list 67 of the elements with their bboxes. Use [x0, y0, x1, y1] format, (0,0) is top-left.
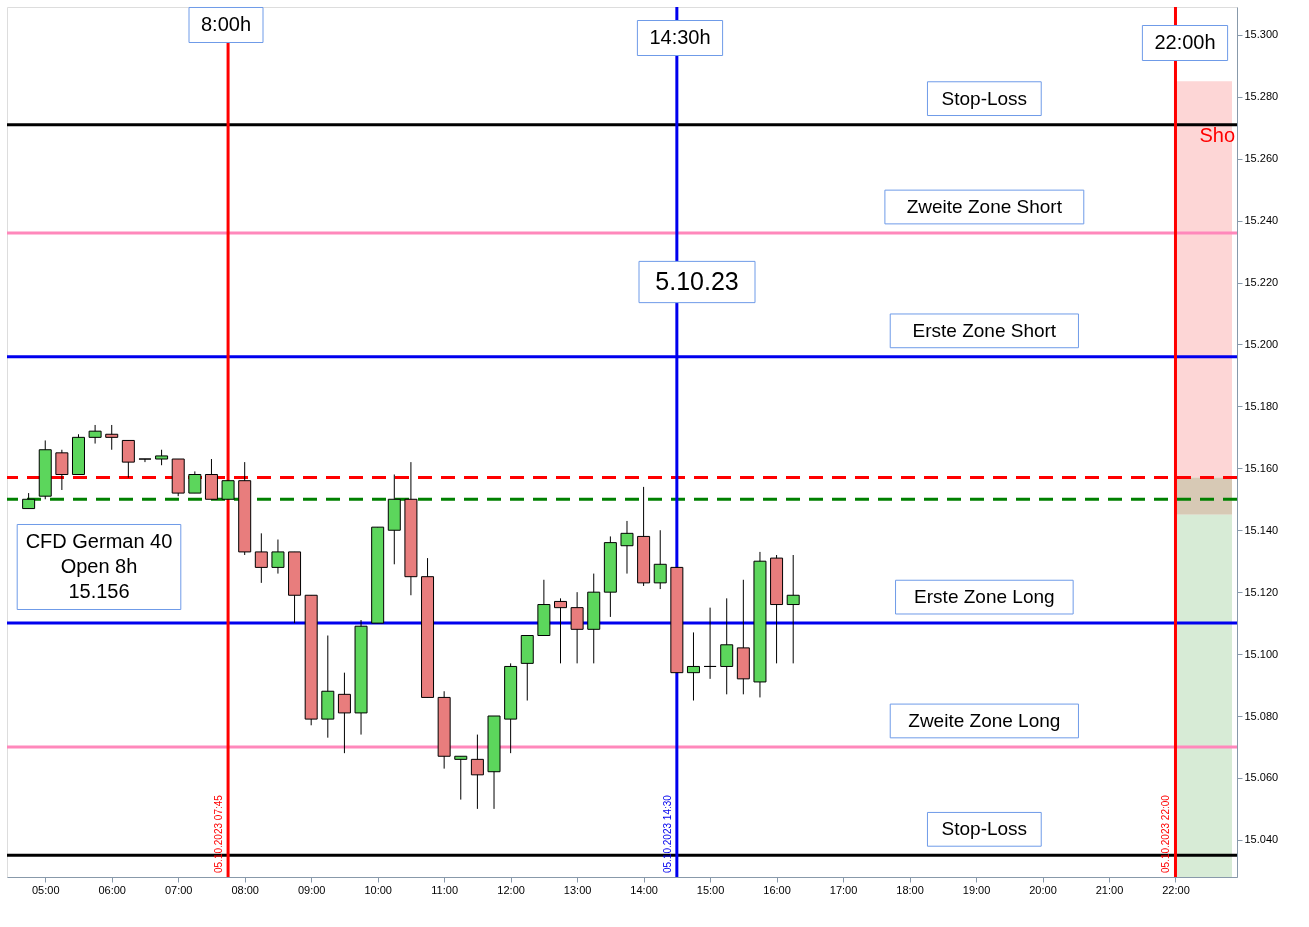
y-tick-label: 15.220 — [1244, 276, 1279, 289]
annotation: 5.10.23 — [655, 267, 739, 295]
ref-line-label: 05.10.2023 07:45 — [213, 794, 225, 873]
x-tick-label: 10:00 — [364, 883, 392, 896]
y-tick-label: 15.260 — [1244, 152, 1279, 165]
annotation: 14:30h — [649, 26, 711, 48]
y-tick-label: 15.200 — [1244, 337, 1279, 350]
y-tick-label: 15.080 — [1244, 709, 1279, 722]
x-tick-label: 17:00 — [829, 883, 858, 896]
x-tick-label: 22:00 — [1162, 883, 1190, 896]
x-tick-label: 21:00 — [1095, 883, 1124, 896]
annotation: 22:00h — [1154, 31, 1216, 53]
x-tick-label: 08:00 — [231, 883, 259, 896]
y-tick-label: 15.140 — [1244, 523, 1279, 536]
y-tick-label: 15.180 — [1244, 399, 1279, 412]
x-tick-label: 14:00 — [630, 883, 658, 896]
y-tick-label: 15.040 — [1244, 833, 1279, 846]
candlestick — [138, 458, 152, 463]
candlestick — [188, 470, 202, 494]
x-tick-label: 09:00 — [297, 883, 326, 896]
ref-line-label: Erste Zone Short — [912, 319, 1057, 341]
y-tick-label: 15.120 — [1244, 585, 1279, 598]
ref-line-label: Stop-Loss — [941, 87, 1028, 109]
ref-line-label: 05.10.2023 14:30 — [661, 794, 673, 873]
x-tick-label: 07:00 — [164, 883, 193, 896]
y-tick-label: 15.100 — [1244, 647, 1279, 660]
candlestick — [554, 597, 567, 664]
candlestick — [105, 424, 119, 451]
candlestick — [686, 631, 700, 702]
candlestick — [653, 529, 667, 590]
x-tick-label: 12:00 — [497, 883, 525, 896]
candlestick — [55, 449, 69, 491]
x-tick-label: 18:00 — [896, 883, 924, 896]
x-tick-label: 16:00 — [763, 883, 791, 896]
y-tick-label: 15.060 — [1244, 771, 1279, 784]
candlestick — [720, 597, 734, 695]
ref-line-label: Stop-Loss — [941, 818, 1028, 840]
x-tick-label: 05:00 — [31, 883, 60, 896]
x-tick-label: 20:00 — [1029, 883, 1057, 896]
candlestick — [703, 607, 717, 680]
x-tick-label: 06:00 — [98, 883, 126, 896]
candlestick — [786, 554, 800, 664]
candlestick — [271, 539, 285, 575]
annotation: 8:00h — [200, 13, 252, 35]
y-tick-label: 15.300 — [1244, 28, 1279, 41]
candlestick — [620, 520, 634, 575]
y-tick-label: 15.240 — [1244, 214, 1279, 227]
candlestick — [121, 439, 135, 479]
y-tick-label: 15.280 — [1244, 90, 1279, 103]
candlestick — [337, 672, 351, 754]
x-tick-label: 19:00 — [962, 883, 991, 896]
candlestick — [88, 424, 102, 445]
y-tick-label: 15.160 — [1244, 461, 1279, 474]
ref-line-label: Zweite Zone Long — [908, 709, 1061, 731]
x-tick-label: 13:00 — [563, 883, 592, 896]
candlestick — [454, 755, 468, 801]
candlestick — [570, 591, 584, 664]
ref-line-label: Zweite Zone Short — [906, 196, 1063, 218]
annotation: CFD German 40 Open 8h 15.156 — [25, 530, 173, 602]
candlestick — [254, 532, 268, 584]
candlestick — [221, 480, 235, 500]
ref-line-label: Erste Zone Long — [914, 586, 1055, 608]
band-label: Sho — [1199, 124, 1236, 147]
x-tick-label: 15:00 — [696, 883, 725, 896]
x-tick-label: 11:00 — [431, 883, 459, 896]
ref-line-label: 05.10.2023 22:00 — [1160, 794, 1172, 873]
candlestick — [470, 734, 484, 810]
